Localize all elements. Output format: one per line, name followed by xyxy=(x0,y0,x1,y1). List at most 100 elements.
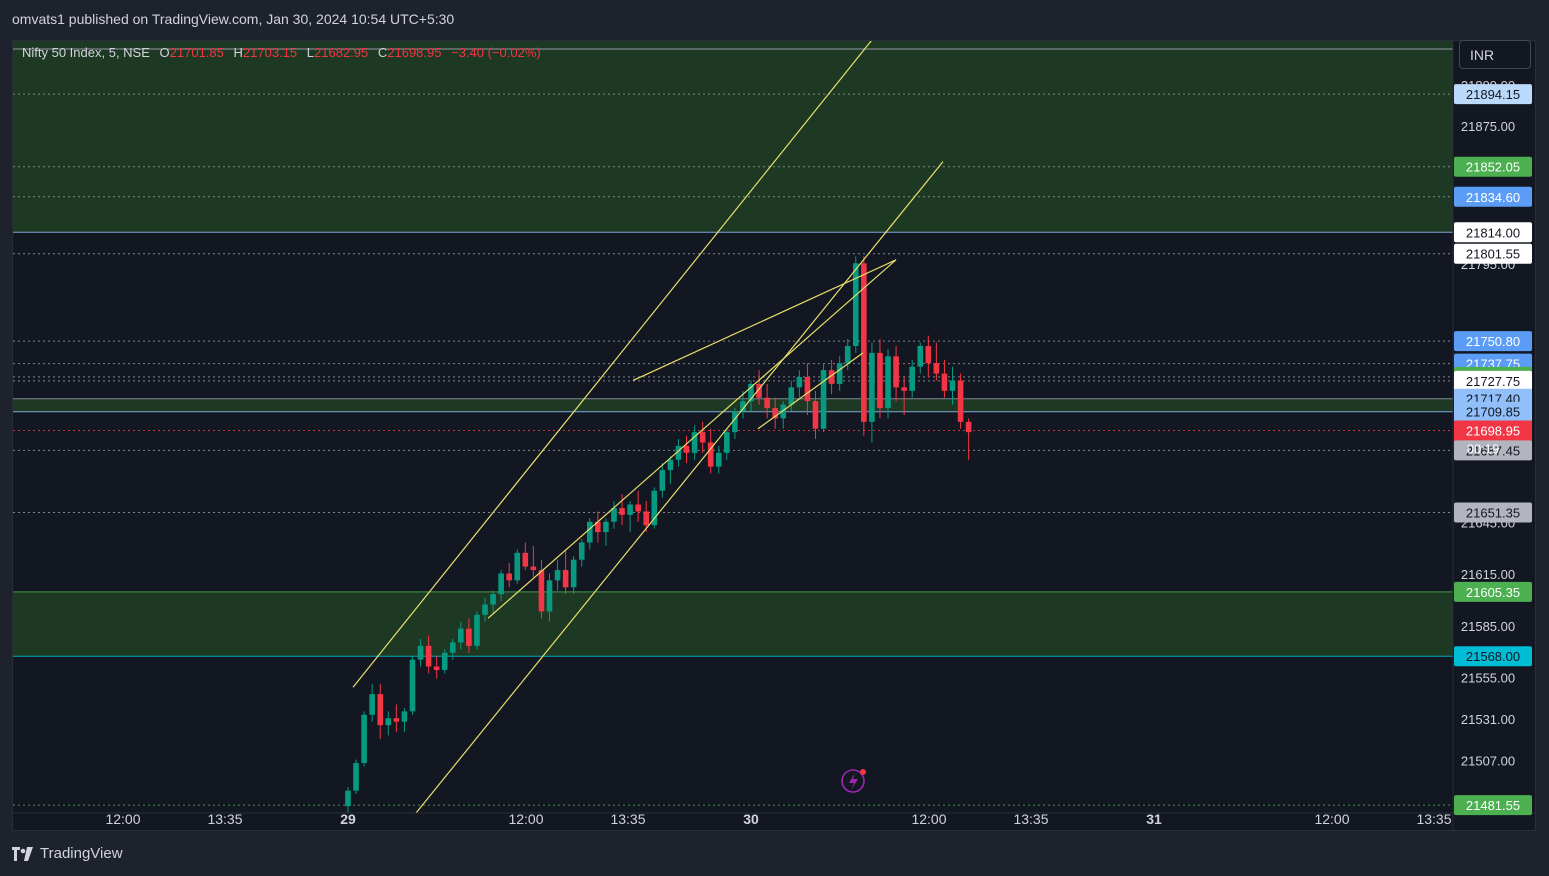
footer-bar xyxy=(0,832,1549,876)
candle-body xyxy=(812,401,819,429)
x-tick-label: 13:35 xyxy=(1013,811,1048,827)
price-label-badge xyxy=(1454,502,1532,523)
candle-body xyxy=(603,521,609,533)
price-label-badge xyxy=(1454,581,1532,602)
price-label-text: 21814.00 xyxy=(1466,225,1520,240)
price-label-badge xyxy=(1454,84,1532,105)
publish-header: omvats1 published on TradingView.com, Ja… xyxy=(0,0,1549,38)
open-label: O xyxy=(159,45,170,60)
trendline xyxy=(487,259,897,619)
candle-body xyxy=(369,694,375,715)
candle-body xyxy=(458,628,464,643)
price-label-text: 21834.60 xyxy=(1466,190,1520,205)
x-tick-label: 31 xyxy=(1146,811,1162,827)
candle-body xyxy=(925,346,932,364)
candle-body xyxy=(449,642,456,653)
candle-body xyxy=(619,507,625,515)
candle-body xyxy=(772,408,778,419)
candle-body xyxy=(377,694,384,726)
candle-body xyxy=(852,263,859,347)
candle-body xyxy=(869,352,875,422)
price-label-text: 21698.95 xyxy=(1466,424,1520,439)
close-value: 21698.95 xyxy=(387,45,442,60)
price-label-text: 21605.35 xyxy=(1466,585,1520,600)
candle-body xyxy=(643,511,650,526)
price-label-badge xyxy=(1454,222,1532,243)
x-tick-label: 29 xyxy=(340,811,356,827)
candle-body xyxy=(466,628,472,646)
candle-body xyxy=(530,566,537,571)
candle-body xyxy=(578,542,585,560)
candle-body xyxy=(949,380,956,391)
price-label-text: 21481.55 xyxy=(1466,798,1520,813)
candle-body xyxy=(885,356,891,409)
candle-body xyxy=(514,552,521,581)
symbol-legend: Nifty 50 Index, 5, NSE O21701.85 H21703.… xyxy=(22,45,541,60)
candle-body xyxy=(764,397,770,409)
candle-body xyxy=(917,346,924,367)
price-label-badge xyxy=(1454,331,1532,352)
candle-body xyxy=(627,504,633,515)
y-tick-label: 21585.00 xyxy=(1461,619,1515,634)
change-value: −3.40 (−0.02%) xyxy=(451,45,541,60)
x-tick-label: 12:00 xyxy=(1314,811,1349,827)
countdown-text: 00:19 xyxy=(1467,442,1500,457)
price-label-text: 21894.15 xyxy=(1466,87,1520,102)
candle-body xyxy=(554,570,561,581)
candle-body xyxy=(522,552,529,567)
candle-body xyxy=(667,459,674,471)
candle-body xyxy=(498,573,504,595)
price-label-badge xyxy=(1454,243,1532,264)
candle-body xyxy=(425,645,432,667)
price-label-badge xyxy=(1454,795,1532,816)
high-value: 21703.15 xyxy=(242,45,298,60)
candle-body xyxy=(893,356,899,388)
zone-rect xyxy=(13,398,1453,412)
candle-body xyxy=(482,604,488,615)
candle-body xyxy=(595,521,601,533)
chart-frame[interactable]: 21899.0021875.0021795.0021645.0021615.00… xyxy=(12,40,1536,831)
price-label-text: 21651.35 xyxy=(1466,506,1520,521)
x-tick-label: 13:35 xyxy=(207,811,242,827)
candle-body xyxy=(433,666,440,670)
x-tick-label: 12:00 xyxy=(105,811,140,827)
x-tick-label: 12:00 xyxy=(508,811,543,827)
price-label-badge xyxy=(1454,370,1532,391)
candle-body xyxy=(957,380,964,422)
candle-body xyxy=(683,445,690,453)
price-label-text: 21709.85 xyxy=(1466,405,1520,420)
price-chart[interactable]: 21899.0021875.0021795.0021645.0021615.00… xyxy=(13,41,1535,830)
zone-rect xyxy=(13,591,1453,657)
trendline xyxy=(352,41,872,688)
currency-button[interactable]: INR xyxy=(1459,40,1531,69)
candle-body xyxy=(901,387,907,391)
candle-body xyxy=(345,790,351,807)
candle-body xyxy=(587,521,593,543)
low-label: L xyxy=(306,45,314,60)
price-label-text: 21727.75 xyxy=(1466,374,1520,389)
candle-body xyxy=(756,383,762,398)
candle-body xyxy=(474,614,480,646)
candle-body xyxy=(385,718,392,726)
candle-body xyxy=(732,411,738,433)
zone-rect xyxy=(13,41,1453,233)
trendline xyxy=(632,259,897,382)
tradingview-logo-text: TradingView xyxy=(40,845,123,862)
price-label-badge xyxy=(1454,440,1532,461)
candle-body xyxy=(490,594,496,605)
y-tick-label: 21507.00 xyxy=(1461,753,1515,768)
tradingview-logo[interactable]: TradingView xyxy=(12,845,123,862)
candle-body xyxy=(933,363,940,374)
candle-body xyxy=(417,645,424,660)
candle-body xyxy=(715,452,722,467)
candle-body xyxy=(844,346,851,364)
lightning-icon xyxy=(841,769,865,793)
candle-body xyxy=(570,559,577,588)
candle-body xyxy=(828,370,835,384)
candle-body xyxy=(651,490,658,526)
candle-body xyxy=(611,507,617,522)
candle-body xyxy=(740,401,746,412)
candle-body xyxy=(401,711,408,722)
candle-body xyxy=(804,377,811,402)
candle-body xyxy=(748,383,754,402)
